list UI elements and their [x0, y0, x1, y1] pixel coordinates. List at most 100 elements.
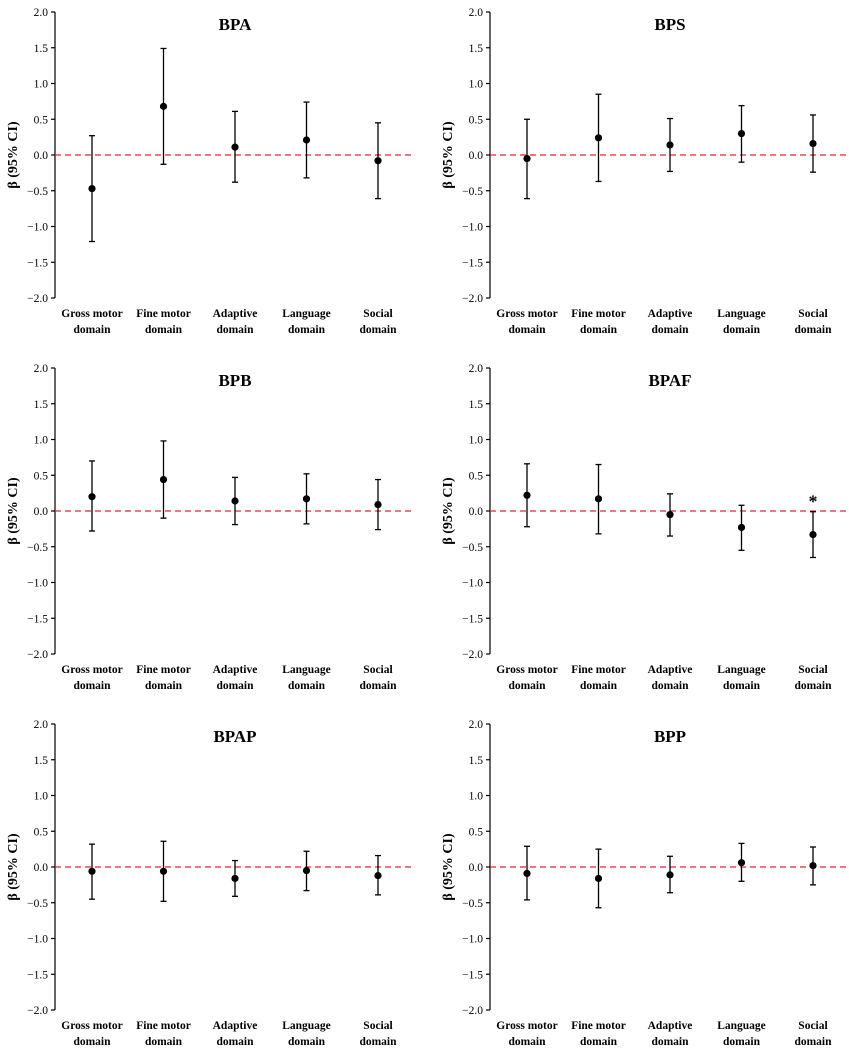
chart-panel-bpa: 2.0 1.5 1.0 0.5 0.0 −0.5 −1.0 −1.5 −2.0 β (95% CI…: [6, 7, 415, 336]
x-category-label: Gross motor: [496, 664, 557, 676]
x-category-label: Language: [717, 308, 766, 320]
x-category-label: Fine motor: [571, 1020, 626, 1032]
point-estimate: [88, 867, 96, 875]
point-estimate: [374, 157, 382, 165]
y-tick-label: −0.5: [462, 898, 483, 910]
y-tick-label: −0.5: [27, 186, 48, 198]
y-tick-label: 1.0: [34, 435, 49, 447]
point-estimate: [594, 495, 603, 503]
y-tick-label: −1.0: [462, 222, 483, 234]
x-category-label-line2: domain: [723, 680, 761, 692]
y-tick-label: 0.5: [34, 470, 49, 482]
y-tick-label: −2.0: [27, 649, 48, 661]
chart-panel-bpb: 2.0 1.5 1.0 0.5 0.0 −0.5 −1.0 −1.5 −2.0 β (95% CI…: [6, 363, 415, 692]
x-category-label: Language: [717, 664, 766, 676]
x-category-label-line2: domain: [216, 680, 254, 692]
y-tick-label: −1.5: [27, 969, 48, 981]
x-category-label-line2: domain: [651, 680, 689, 692]
point-estimate: [88, 185, 96, 193]
x-category-label-line2: domain: [651, 324, 689, 336]
y-tick-label: −1.5: [27, 257, 48, 269]
x-category-label: Language: [282, 1020, 331, 1032]
y-tick-label: 2.0: [34, 719, 49, 731]
y-tick-label: 2.0: [469, 363, 484, 375]
x-category-label: Gross motor: [61, 308, 122, 320]
point-estimate: [231, 874, 239, 883]
y-tick-label: 1.0: [34, 79, 49, 91]
y-tick-label: 1.0: [469, 79, 484, 91]
y-tick-label: −0.5: [27, 898, 48, 910]
point-estimate: [231, 497, 239, 505]
x-category-label: Adaptive: [648, 308, 693, 320]
x-category-label-line2: domain: [73, 680, 111, 692]
y-tick-label: −0.5: [462, 186, 483, 198]
x-category-label: Gross motor: [61, 1020, 122, 1032]
x-category-label-line2: domain: [359, 324, 397, 336]
x-category-label-line2: domain: [508, 1036, 546, 1048]
y-axis-label: β (95% CI): [441, 121, 456, 189]
y-tick-label: −1.5: [462, 613, 483, 625]
y-tick-label: 0.0: [469, 862, 484, 874]
y-tick-label: −2.0: [462, 649, 483, 661]
y-tick-label: 1.0: [34, 791, 49, 803]
y-axis-label: β (95% CI): [6, 833, 21, 901]
x-category-label-line2: domain: [73, 1036, 111, 1048]
x-category-label-line2: domain: [216, 1036, 254, 1048]
x-category-label-line2: domain: [794, 324, 832, 336]
y-tick-label: 1.5: [469, 755, 484, 767]
x-category-label-line2: domain: [651, 1036, 689, 1048]
x-category-label-line2: domain: [73, 324, 111, 336]
chart-title: BPS: [654, 15, 685, 34]
x-category-label-line2: domain: [580, 324, 618, 336]
y-tick-label: 0.5: [34, 826, 49, 838]
x-category-label: Social: [363, 308, 392, 320]
x-category-label-line2: domain: [145, 324, 183, 336]
chart-panel-bpap: 2.0 1.5 1.0 0.5 0.0 −0.5 −1.0 −1.5 −2.0 β (95% CI…: [6, 719, 415, 1048]
point-estimate: [809, 861, 817, 870]
y-tick-label: 2.0: [34, 7, 49, 19]
y-tick-label: −1.0: [27, 222, 48, 234]
x-category-label: Social: [798, 308, 827, 320]
x-category-label-line2: domain: [288, 1036, 326, 1048]
y-axis-label: β (95% CI): [441, 833, 456, 901]
chart-title: BPAP: [213, 727, 256, 746]
point-estimate: [302, 866, 311, 875]
x-category-label-line2: domain: [794, 1036, 832, 1048]
y-tick-label: 0.0: [34, 862, 49, 874]
y-tick-label: 0.5: [469, 470, 484, 482]
x-category-label: Language: [282, 308, 331, 320]
point-estimate: [809, 139, 817, 148]
x-category-label-line2: domain: [359, 1036, 397, 1048]
x-category-label: Adaptive: [213, 664, 258, 676]
chart-title: BPP: [654, 727, 686, 746]
y-tick-label: −2.0: [27, 293, 48, 305]
x-category-label: Adaptive: [213, 308, 258, 320]
y-tick-label: −1.0: [462, 934, 483, 946]
y-tick-label: −2.0: [462, 1005, 483, 1017]
x-category-label-line2: domain: [508, 680, 546, 692]
y-tick-label: −1.5: [27, 613, 48, 625]
y-tick-label: −1.5: [462, 969, 483, 981]
y-tick-label: 0.5: [34, 114, 49, 126]
x-category-label-line2: domain: [359, 680, 397, 692]
x-category-label: Fine motor: [136, 308, 191, 320]
point-estimate: [809, 530, 817, 539]
x-category-label-line2: domain: [216, 324, 254, 336]
point-estimate: [594, 874, 603, 883]
y-tick-label: −1.0: [462, 578, 483, 590]
point-estimate: [737, 859, 746, 867]
x-category-label: Language: [282, 664, 331, 676]
y-tick-label: −1.0: [27, 934, 48, 946]
y-tick-label: 2.0: [34, 363, 49, 375]
x-category-label-line2: domain: [723, 1036, 761, 1048]
x-category-label: Social: [798, 664, 827, 676]
y-tick-label: 1.0: [469, 791, 484, 803]
y-tick-label: 0.5: [469, 114, 484, 126]
y-tick-label: 1.5: [34, 399, 49, 411]
x-category-label-line2: domain: [145, 680, 183, 692]
x-category-label: Adaptive: [648, 1020, 693, 1032]
point-estimate: [231, 143, 239, 151]
x-category-label: Adaptive: [648, 664, 693, 676]
point-estimate: [666, 871, 674, 879]
